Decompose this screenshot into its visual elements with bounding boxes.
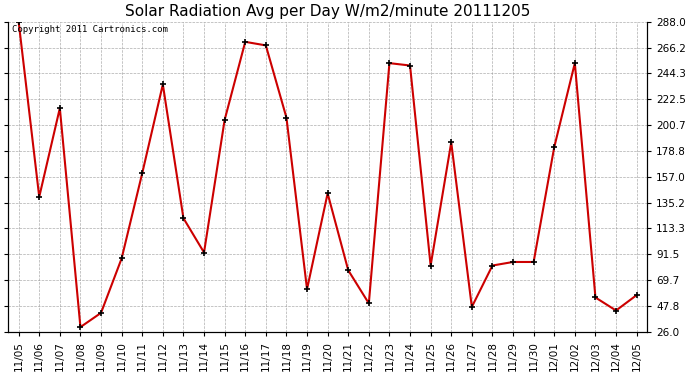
Text: Copyright 2011 Cartronics.com: Copyright 2011 Cartronics.com [12, 25, 168, 34]
Title: Solar Radiation Avg per Day W/m2/minute 20111205: Solar Radiation Avg per Day W/m2/minute … [125, 4, 531, 19]
